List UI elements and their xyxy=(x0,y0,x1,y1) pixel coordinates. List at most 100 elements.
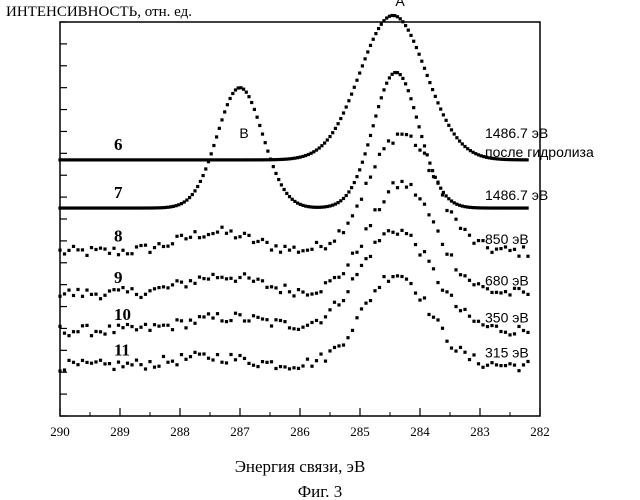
data-point xyxy=(76,288,79,291)
data-point xyxy=(238,276,241,279)
data-point xyxy=(247,276,250,279)
data-point xyxy=(455,136,458,139)
data-point xyxy=(324,281,327,284)
data-point xyxy=(126,252,129,255)
data-point xyxy=(355,204,358,207)
data-point xyxy=(388,76,391,79)
data-point xyxy=(355,273,358,276)
data-point xyxy=(272,165,275,168)
data-point xyxy=(463,274,466,277)
data-point xyxy=(418,149,421,152)
data-point xyxy=(373,241,376,244)
data-point xyxy=(326,138,329,141)
data-point xyxy=(513,364,516,367)
data-point xyxy=(350,93,353,96)
data-point xyxy=(391,181,394,184)
data-point xyxy=(319,245,322,248)
data-point xyxy=(184,326,187,329)
data-point xyxy=(418,53,421,56)
data-point xyxy=(347,190,350,193)
data-point xyxy=(342,272,345,275)
data-point xyxy=(391,231,394,234)
data-point xyxy=(269,158,272,161)
data-point xyxy=(175,363,178,366)
data-point xyxy=(472,242,475,245)
data-point xyxy=(212,144,215,147)
series-energy-label: 1486.7 эВ xyxy=(485,125,548,141)
data-point xyxy=(472,320,475,323)
data-point xyxy=(198,236,201,239)
data-point xyxy=(351,329,354,332)
data-point xyxy=(189,236,192,239)
data-point xyxy=(454,305,457,308)
data-point xyxy=(426,74,429,77)
data-point xyxy=(361,64,364,67)
series-number-label: 8 xyxy=(114,226,123,245)
data-point xyxy=(243,319,246,322)
data-point xyxy=(418,253,421,256)
data-point xyxy=(454,218,457,221)
data-point xyxy=(301,249,304,252)
data-point xyxy=(450,253,453,256)
data-point xyxy=(157,325,160,328)
data-point xyxy=(285,192,288,195)
data-point xyxy=(387,190,390,193)
data-point xyxy=(188,196,191,199)
data-point xyxy=(108,362,111,365)
series-energy-label: 350 эВ xyxy=(485,310,529,326)
data-point xyxy=(85,361,88,364)
data-point xyxy=(220,319,223,322)
data-point xyxy=(153,287,156,290)
data-point xyxy=(292,327,295,330)
data-point xyxy=(180,234,183,237)
data-point xyxy=(401,77,404,80)
data-point xyxy=(450,346,453,349)
data-point xyxy=(409,234,412,237)
data-point xyxy=(358,71,361,74)
data-point xyxy=(459,227,462,230)
data-point xyxy=(445,340,448,343)
data-point xyxy=(364,227,367,230)
data-point xyxy=(355,79,358,82)
data-point xyxy=(121,365,124,368)
data-point xyxy=(351,214,354,217)
data-point xyxy=(283,365,286,368)
data-point xyxy=(76,363,79,366)
data-point xyxy=(207,233,210,236)
data-point xyxy=(414,243,417,246)
data-point xyxy=(103,294,106,297)
data-point xyxy=(256,365,259,368)
data-point xyxy=(415,46,418,49)
data-point xyxy=(360,264,363,267)
data-point xyxy=(315,292,318,295)
data-point xyxy=(231,92,234,95)
data-point xyxy=(220,226,223,229)
data-point xyxy=(274,286,277,289)
data-point xyxy=(306,324,309,327)
data-point xyxy=(265,318,268,321)
data-point xyxy=(432,175,435,178)
data-point xyxy=(373,289,376,292)
data-point xyxy=(459,309,462,312)
data-point xyxy=(400,229,403,232)
data-point xyxy=(261,279,264,282)
data-point xyxy=(441,243,444,246)
data-point xyxy=(445,253,448,256)
data-point xyxy=(274,318,277,321)
data-point xyxy=(162,285,165,288)
data-point xyxy=(81,324,84,327)
data-point xyxy=(103,332,106,335)
data-point xyxy=(346,290,349,293)
data-point xyxy=(428,162,431,165)
data-point xyxy=(292,366,295,369)
data-point xyxy=(135,293,138,296)
data-point xyxy=(58,249,61,252)
data-point xyxy=(99,330,102,333)
data-point xyxy=(445,194,448,197)
data-point xyxy=(216,312,219,315)
data-point xyxy=(85,288,88,291)
data-point xyxy=(306,358,309,361)
data-point xyxy=(301,290,304,293)
data-point xyxy=(508,362,511,365)
